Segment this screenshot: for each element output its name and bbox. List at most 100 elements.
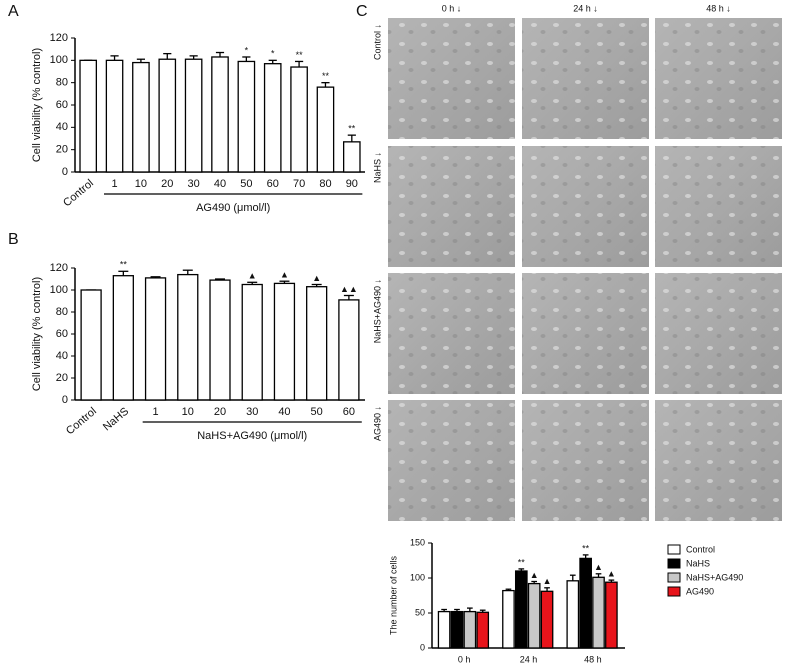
- x-tick-label: 1: [111, 178, 117, 190]
- x-tick-label: 50: [311, 406, 323, 418]
- x-tick-label: Control: [61, 177, 96, 209]
- bar: [237, 60, 256, 173]
- y-axis-label: Cell viability (% control): [31, 277, 43, 391]
- bar: [132, 61, 150, 173]
- legend-label: AG490: [686, 586, 714, 596]
- bar: [209, 279, 231, 401]
- group-label: NaHS+AG490 (μmol/l): [197, 430, 307, 442]
- bar: [184, 58, 203, 173]
- x-tick-label: 90: [346, 178, 358, 190]
- bar: [502, 589, 515, 649]
- x-tick-label: NaHS: [101, 405, 131, 433]
- panel-letter: A: [8, 3, 19, 20]
- y-tick-label: 0: [62, 166, 68, 178]
- legend-label: NaHS: [686, 558, 710, 568]
- bar: [158, 58, 177, 173]
- significance: ▲: [607, 568, 616, 578]
- row-label: NaHS+AG490 ↓: [372, 279, 382, 343]
- legend-label: Control: [686, 544, 715, 554]
- bar: [463, 610, 477, 649]
- column-label: 48 h ↓: [706, 3, 731, 13]
- x-tick-label: 60: [343, 406, 355, 418]
- x-tick-label: 10: [182, 406, 194, 418]
- bar: [241, 283, 263, 401]
- y-tick-label: 120: [50, 32, 68, 44]
- legend-swatch: [667, 558, 681, 569]
- significance: ▲: [248, 271, 257, 281]
- bar: [79, 59, 98, 173]
- micrograph-cells: [655, 273, 782, 394]
- significance: **: [120, 260, 128, 270]
- significance: ▲▲: [340, 284, 358, 294]
- bar: [437, 610, 451, 649]
- bar: [476, 611, 490, 649]
- y-tick-label: 80: [56, 306, 68, 318]
- row-label: NaHS ↓: [372, 152, 382, 183]
- bar: [592, 576, 605, 649]
- significance: ▲: [530, 570, 539, 580]
- bar: [450, 610, 464, 649]
- x-tick-label: 20: [214, 406, 226, 418]
- x-tick-label: 10: [135, 178, 147, 190]
- legend-swatch: [667, 572, 681, 583]
- bar: [316, 86, 335, 173]
- x-tick-label: 24 h: [520, 654, 538, 664]
- y-tick-label: 20: [56, 372, 68, 384]
- bar: [338, 299, 360, 401]
- significance: **: [582, 543, 590, 553]
- y-tick-label: 0: [62, 394, 68, 406]
- significance: **: [296, 50, 304, 60]
- x-tick-label: 40: [214, 178, 226, 190]
- significance: **: [322, 71, 330, 81]
- micrograph-cells: [655, 146, 782, 267]
- y-tick-label: 120: [50, 262, 68, 274]
- significance: ▲: [543, 576, 552, 586]
- bar: [80, 289, 102, 401]
- y-tick-label: 80: [56, 77, 68, 89]
- significance: **: [348, 124, 356, 134]
- bar: [112, 275, 134, 401]
- legend-label: NaHS+AG490: [686, 572, 743, 582]
- bar: [566, 580, 580, 649]
- x-tick-label: 60: [267, 178, 279, 190]
- micrograph-cells: [522, 18, 649, 139]
- significance: *: [271, 49, 275, 59]
- y-tick-label: 20: [56, 144, 68, 156]
- y-tick-label: 0: [420, 642, 425, 652]
- significance: ▲: [594, 562, 603, 572]
- significance: ▲: [312, 273, 321, 283]
- micrographs: C 0 h ↓ 24 h ↓ 48 h ↓ Control ↓ NaHS ↓ NaHS+AG…: [356, 3, 782, 521]
- bar: [263, 63, 282, 173]
- group-label: AG490 (μmol/l): [196, 202, 270, 214]
- column-label: 0 h ↓: [442, 3, 462, 13]
- micrograph-cells: [388, 400, 515, 521]
- micrograph-cells: [522, 400, 649, 521]
- bar: [290, 66, 308, 173]
- bar: [306, 286, 328, 401]
- micrograph-cells: [655, 400, 782, 521]
- x-tick-label: 30: [246, 406, 258, 418]
- panel-letter: B: [8, 231, 19, 248]
- panel-letter: C: [356, 3, 368, 20]
- significance: **: [518, 557, 526, 567]
- legend-swatch: [667, 544, 681, 555]
- x-tick-label: 30: [188, 178, 200, 190]
- y-tick-label: 60: [56, 99, 68, 111]
- micrograph-cells: [388, 18, 515, 139]
- bar: [211, 56, 229, 173]
- y-tick-label: 100: [410, 572, 425, 582]
- column-label: 24 h ↓: [573, 3, 598, 13]
- significance: ▲: [280, 270, 289, 280]
- y-tick-label: 50: [415, 607, 425, 617]
- bar: [342, 141, 361, 173]
- bar: [144, 277, 167, 401]
- x-tick-label: 48 h: [584, 654, 602, 664]
- bar: [177, 273, 199, 401]
- y-tick-label: 40: [56, 350, 68, 362]
- row-label: AG490 ↓: [372, 406, 382, 441]
- bar: [105, 59, 124, 173]
- bar: [527, 582, 541, 649]
- x-tick-label: 1: [152, 406, 158, 418]
- significance: *: [245, 45, 249, 55]
